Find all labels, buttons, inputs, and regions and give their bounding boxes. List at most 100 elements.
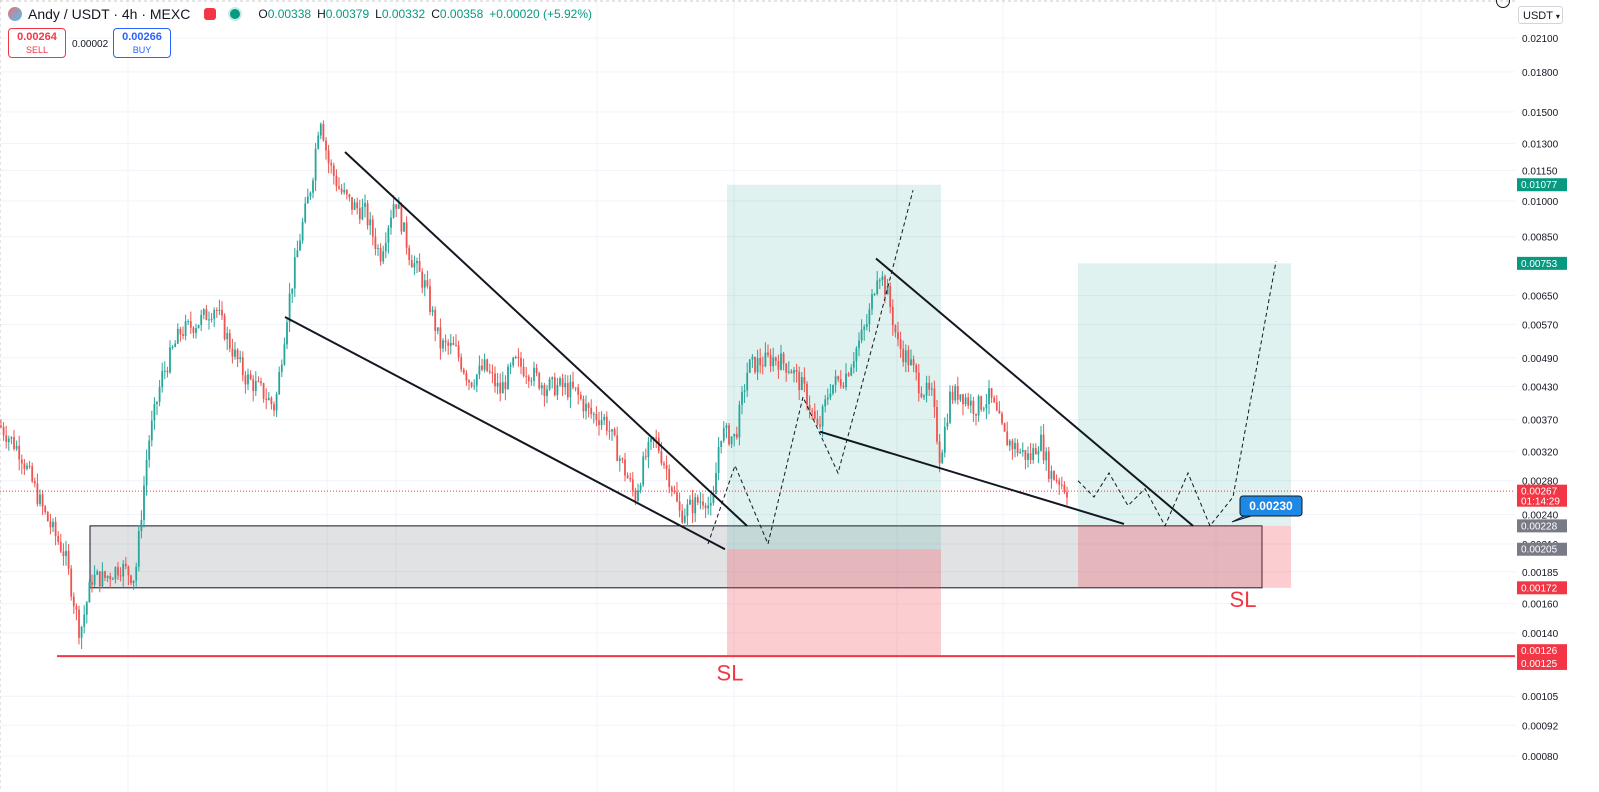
candle <box>416 260 418 264</box>
open-label: O <box>258 7 268 21</box>
callout-text: 0.00230 <box>1249 499 1293 513</box>
candle <box>585 403 587 412</box>
candle <box>36 483 39 504</box>
candle <box>405 222 408 248</box>
candle <box>171 347 174 349</box>
candle <box>221 309 223 316</box>
candle <box>345 190 348 195</box>
candle <box>847 373 850 376</box>
candle <box>15 445 18 449</box>
candle <box>592 413 595 415</box>
candle <box>473 385 476 387</box>
candle <box>881 276 884 281</box>
candle <box>465 373 468 381</box>
candle <box>728 425 730 445</box>
price-tick-label: 0.01500 <box>1522 108 1559 119</box>
candle <box>5 435 8 443</box>
candle <box>1027 453 1029 460</box>
candle <box>41 494 44 507</box>
currency-select[interactable]: USDT ▾ <box>1518 6 1563 24</box>
candle <box>663 463 665 466</box>
candle <box>660 451 663 464</box>
candle <box>790 371 793 374</box>
candle <box>946 422 949 427</box>
candle <box>1001 413 1003 424</box>
sl-label: SL <box>1230 587 1257 612</box>
candle <box>949 391 951 423</box>
candle <box>642 456 645 485</box>
candle <box>75 606 78 610</box>
candle <box>525 375 528 377</box>
market-status-icon <box>228 7 243 21</box>
change-value: +0.00020 (+5.92%) <box>489 7 593 21</box>
candle <box>101 571 104 587</box>
candle <box>20 459 23 464</box>
candle <box>387 227 390 243</box>
candle <box>930 388 933 390</box>
drawings-layer: SL SL 0.00230 <box>0 151 1515 686</box>
sell-button[interactable]: 0.00264 SELL <box>8 28 66 58</box>
price-tick-label: 0.00185 <box>1522 568 1559 579</box>
candle <box>582 398 585 412</box>
candle <box>44 506 47 513</box>
candle <box>257 381 260 383</box>
candle <box>288 293 291 323</box>
candle <box>278 371 281 395</box>
candle <box>520 357 522 367</box>
candle <box>252 379 255 391</box>
candle <box>873 293 876 295</box>
candle <box>894 325 897 333</box>
candle <box>533 367 535 381</box>
candle <box>720 440 723 448</box>
candle <box>624 459 626 476</box>
flag-icon[interactable] <box>204 8 217 20</box>
candle <box>270 397 273 405</box>
price-tick-label: 0.00160 <box>1522 600 1559 611</box>
symbol-title[interactable]: Andy / USDT · 4h · MEXC <box>28 6 191 22</box>
price-tick-label: 0.00370 <box>1522 415 1559 426</box>
buy-button[interactable]: 0.00266 BUY <box>113 28 171 58</box>
candle <box>512 357 515 366</box>
candle <box>491 372 494 374</box>
price-tick-label: 0.00092 <box>1522 721 1559 732</box>
candle <box>943 426 946 453</box>
candle <box>884 276 886 295</box>
candle <box>28 465 31 467</box>
candle <box>829 393 832 398</box>
candle <box>540 385 543 389</box>
candle <box>166 370 169 373</box>
candle <box>860 329 863 341</box>
candle <box>832 384 834 394</box>
candle <box>1060 484 1063 486</box>
candle <box>184 321 187 336</box>
candle <box>0 425 2 427</box>
candle <box>982 408 985 410</box>
price-tick-label: 0.00430 <box>1522 382 1559 393</box>
price-tick-label: 0.00850 <box>1522 233 1559 244</box>
candle <box>254 381 257 391</box>
candle <box>834 376 837 385</box>
candle <box>618 458 621 461</box>
candle <box>106 575 109 578</box>
candle <box>1063 484 1066 492</box>
candle <box>598 420 600 426</box>
price-tick-label: 0.01000 <box>1522 197 1559 208</box>
candle <box>808 404 811 411</box>
candle <box>561 378 564 388</box>
trendline <box>284 316 726 551</box>
candle <box>933 388 936 407</box>
candle <box>158 387 161 403</box>
candle <box>1006 431 1009 446</box>
candle <box>312 180 314 193</box>
candle <box>161 371 164 388</box>
candle <box>1040 434 1042 451</box>
candle <box>621 458 624 460</box>
close-label: C <box>431 7 440 21</box>
candle <box>676 492 678 502</box>
candle <box>65 550 67 557</box>
candle <box>104 571 106 578</box>
candle <box>226 333 229 340</box>
symbol-header: Andy / USDT · 4h · MEXC O0.00338 H0.0037… <box>8 4 592 24</box>
candle <box>683 515 686 523</box>
